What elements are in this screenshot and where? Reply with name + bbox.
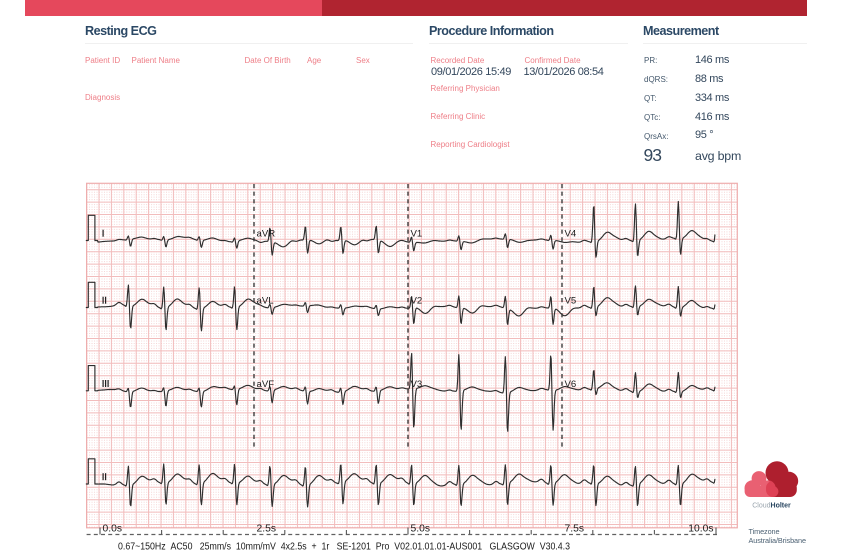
svg-text:V4: V4	[565, 229, 577, 240]
svg-text:V5: V5	[565, 296, 577, 307]
svg-text:aVR: aVR	[257, 229, 276, 240]
svg-text:0.0s: 0.0s	[103, 524, 122, 535]
svg-text:V2: V2	[411, 296, 423, 307]
svg-text:5.0s: 5.0s	[411, 524, 430, 535]
svg-text:2.5s: 2.5s	[257, 524, 276, 535]
svg-text:V3: V3	[411, 379, 423, 390]
svg-text:10.0s: 10.0s	[688, 524, 713, 535]
svg-text:0.67~150Hz AC50 25mm/s 10m: 0.67~150Hz AC50 25mm/s 10mm/mV 4x2.5s + …	[118, 542, 570, 553]
svg-text:V6: V6	[565, 379, 577, 390]
svg-text:CloudHolter: CloudHolter	[752, 502, 791, 509]
svg-text:aVF: aVF	[257, 379, 275, 390]
svg-text:7.5s: 7.5s	[565, 524, 584, 535]
svg-text:aVL: aVL	[257, 296, 275, 307]
svg-text:V1: V1	[411, 229, 423, 240]
